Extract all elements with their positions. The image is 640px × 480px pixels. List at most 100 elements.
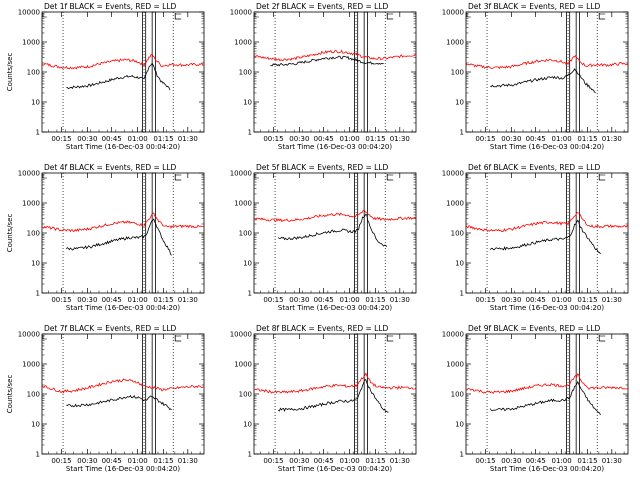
interval-box xyxy=(575,172,580,294)
x-tick-label: 01:30 xyxy=(602,457,622,465)
y-tick-label: 10 xyxy=(455,260,464,268)
interval-box xyxy=(363,172,368,294)
y-tick-label: 10000 xyxy=(230,9,252,17)
x-axis-label: Start Time (16-Dec-03 00:04:20) xyxy=(490,465,604,473)
x-tick-label: 00:45 xyxy=(314,296,334,304)
series-events-line xyxy=(278,213,388,247)
x-tick-label: 00:30 xyxy=(77,135,97,143)
series-events-line xyxy=(66,62,171,91)
corner-mark xyxy=(174,13,182,20)
x-axis-label: Start Time (16-Dec-03 00:04:20) xyxy=(490,304,604,312)
corner-mark xyxy=(386,335,394,342)
x-tick-label: 01:00 xyxy=(339,296,359,304)
x-axis-label: Start Time (16-Dec-03 00:04:20) xyxy=(66,143,180,151)
y-tick-label: 1 xyxy=(248,129,252,137)
left-corner-mark xyxy=(254,13,259,18)
y-tick-label: 1 xyxy=(460,129,464,137)
interval-box xyxy=(354,333,359,455)
plot-frame xyxy=(465,172,629,294)
y-tick-label: 1 xyxy=(36,451,40,459)
y-tick-label: 10000 xyxy=(442,9,464,17)
y-tick-label: 1 xyxy=(460,290,464,298)
y-tick-label: 100 xyxy=(27,391,40,399)
y-tick-label: 1 xyxy=(36,290,40,298)
x-axis-label: Start Time (16-Dec-03 00:04:20) xyxy=(66,304,180,312)
y-tick-label: 10000 xyxy=(18,170,40,178)
interval-box xyxy=(566,333,571,455)
y-tick-label: 1000 xyxy=(22,39,40,47)
interval-box xyxy=(151,11,156,133)
x-tick-label: 01:00 xyxy=(551,457,571,465)
plot-frame xyxy=(41,11,205,133)
series-lld-line xyxy=(253,49,416,62)
corner-mark xyxy=(386,174,394,181)
panel-4: Det 4f BLACK = Events, RED = LLD 1 10 100 10… xyxy=(6,163,205,312)
plot-frame xyxy=(465,11,629,133)
left-corner-mark xyxy=(254,174,259,179)
y-tick-label: 10 xyxy=(31,421,40,429)
corner-mark xyxy=(386,13,394,20)
y-axis-label: Counts/sec xyxy=(6,375,14,414)
left-corner-mark xyxy=(42,335,47,340)
y-tick-label: 10000 xyxy=(230,170,252,178)
series-lld-line xyxy=(253,209,417,223)
y-tick-label: 100 xyxy=(239,230,252,238)
interval-box xyxy=(354,172,359,294)
y-axis-label: Counts/sec xyxy=(6,214,14,253)
x-tick-label: 00:45 xyxy=(526,135,546,143)
y-tick-label: 10 xyxy=(243,421,252,429)
x-tick-label: 00:30 xyxy=(501,135,521,143)
y-tick-label: 100 xyxy=(451,230,464,238)
x-tick-label: 01:00 xyxy=(339,457,359,465)
y-tick-label: 1 xyxy=(248,451,252,459)
x-tick-label: 00:15 xyxy=(51,296,71,304)
x-tick-label: 00:15 xyxy=(263,296,283,304)
y-tick-label: 1 xyxy=(248,290,252,298)
series-lld-line xyxy=(41,212,205,233)
y-tick-label: 10 xyxy=(31,99,40,107)
plot-frame xyxy=(465,333,629,455)
plot-frame xyxy=(253,11,417,133)
y-tick-label: 10000 xyxy=(18,331,40,339)
x-tick-label: 00:30 xyxy=(501,296,521,304)
interval-box xyxy=(363,11,368,133)
interval-box xyxy=(566,172,571,294)
series-events-line xyxy=(490,68,596,94)
y-tick-label: 10 xyxy=(455,99,464,107)
x-tick-label: 01:30 xyxy=(178,457,198,465)
x-tick-label: 00:30 xyxy=(289,457,309,465)
left-corner-mark xyxy=(42,13,47,18)
x-tick-label: 00:30 xyxy=(77,457,97,465)
x-tick-label: 01:30 xyxy=(602,296,622,304)
x-tick-label: 00:15 xyxy=(475,457,495,465)
plot-frame xyxy=(41,172,205,294)
x-tick-label: 01:15 xyxy=(577,296,597,304)
y-tick-label: 10000 xyxy=(442,170,464,178)
x-tick-label: 00:30 xyxy=(289,296,309,304)
x-tick-label: 01:30 xyxy=(178,135,198,143)
panel-2: Det 2f BLACK = Events, RED = LLD 1 10 100 10… xyxy=(230,2,417,151)
panel-title: Det 2f BLACK = Events, RED = LLD xyxy=(256,2,389,11)
x-tick-label: 01:30 xyxy=(390,135,410,143)
x-axis-label: Start Time (16-Dec-03 00:04:20) xyxy=(278,465,392,473)
y-tick-label: 1000 xyxy=(446,361,464,369)
x-tick-label: 01:15 xyxy=(577,457,597,465)
x-tick-label: 01:15 xyxy=(577,135,597,143)
y-tick-label: 100 xyxy=(451,69,464,77)
series-lld-line xyxy=(465,372,629,394)
x-tick-label: 00:30 xyxy=(289,135,309,143)
x-axis-label: Start Time (16-Dec-03 00:04:20) xyxy=(278,143,392,151)
series-events-line xyxy=(489,380,601,416)
x-tick-label: 01:00 xyxy=(127,296,147,304)
x-tick-label: 00:30 xyxy=(77,296,97,304)
x-tick-label: 00:45 xyxy=(102,457,122,465)
x-tick-label: 00:45 xyxy=(526,457,546,465)
panel-title: Det 3f BLACK = Events, RED = LLD xyxy=(468,2,601,11)
interval-box xyxy=(151,333,156,455)
interval-box xyxy=(354,11,359,133)
panel-6: Det 6f BLACK = Events, RED = LLD 1 10 100 10… xyxy=(442,163,629,312)
interval-box xyxy=(142,11,147,133)
y-tick-label: 10 xyxy=(243,260,252,268)
series-lld-line xyxy=(253,372,417,394)
panel-title: Det 1f BLACK = Events, RED = LLD xyxy=(44,2,177,11)
